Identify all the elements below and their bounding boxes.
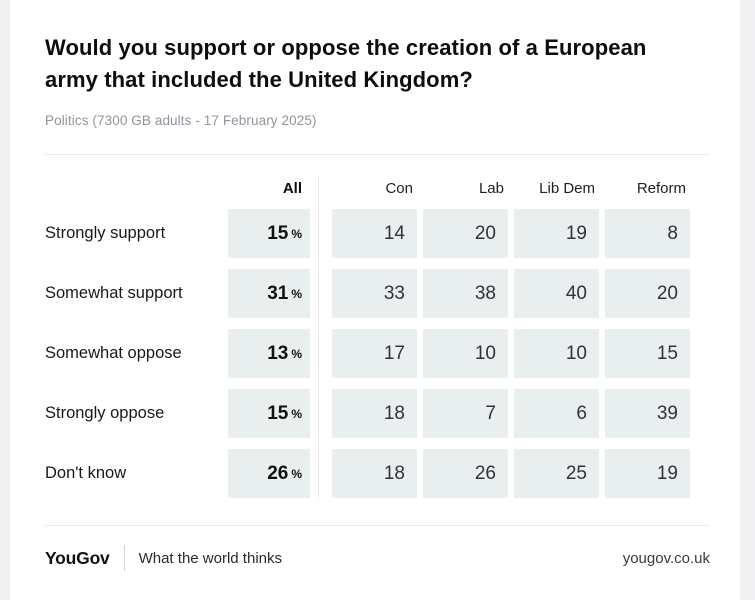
row-label: Strongly support [45,224,166,242]
row-label: Somewhat oppose [45,344,182,362]
value-cell-lab: 26 [423,449,508,498]
value-cell-reform: 19 [605,449,690,498]
poll-subtitle: Politics (7300 GB adults - 17 February 2… [45,113,317,128]
bottom-divider [45,525,710,526]
all-value-cell: 15% [228,389,310,438]
value-cell-libdem: 40 [514,269,599,318]
row-label: Don't know [45,464,127,482]
value-cell-lab: 38 [423,269,508,318]
table-row: Somewhat oppose 13% 17 10 10 15 [45,329,710,378]
table-row: Strongly oppose 15% 18 7 6 39 [45,389,710,438]
column-header-libdem: Lib Dem [539,180,595,197]
value-cell-con: 17 [332,329,417,378]
value-cell-libdem: 6 [514,389,599,438]
value-cell-reform: 15 [605,329,690,378]
percent-sign: % [291,286,302,301]
column-header-con: Con [385,180,413,197]
value-cell-con: 18 [332,389,417,438]
yougov-logo: YouGov [45,547,110,568]
page-title: Would you support or oppose the creation… [45,32,710,96]
footer-url: yougov.co.uk [622,549,710,567]
percent-sign: % [291,406,302,421]
poll-card: Would you support or oppose the creation… [10,0,740,600]
table-row: Strongly support 15% 14 20 19 8 [45,209,710,258]
all-value-cell: 26% [228,449,310,498]
value-cell-lab: 10 [423,329,508,378]
footer-divider-bar [123,545,125,571]
percent-sign: % [291,466,302,481]
all-value: 31 [267,282,289,304]
value-cell-lab: 20 [423,209,508,258]
row-label: Somewhat support [45,284,183,302]
all-column-separator [318,177,319,498]
value-cell-lab: 7 [423,389,508,438]
all-value: 13 [267,342,289,364]
row-label: Strongly oppose [45,404,165,422]
value-cell-reform: 39 [605,389,690,438]
value-cell-con: 14 [332,209,417,258]
value-cell-libdem: 19 [514,209,599,258]
all-value: 15 [267,402,289,424]
percent-sign: % [291,226,302,241]
footer: YouGov What the world thinks yougov.co.u… [45,544,710,572]
table-header-row: All Con Lab Lib Dem Reform [45,175,710,197]
all-value-cell: 15% [228,209,310,258]
value-cell-con: 18 [332,449,417,498]
all-value-cell: 31% [228,269,310,318]
all-value-cell: 13% [228,329,310,378]
value-cell-con: 33 [332,269,417,318]
top-divider [45,154,710,155]
table-row: Don't know 26% 18 26 25 19 [45,449,710,498]
table-row: Somewhat support 31% 33 38 40 20 [45,269,710,318]
footer-tagline: What the world thinks [138,549,282,567]
page-title-line2: army that included the United Kingdom? [45,67,473,92]
all-value: 15 [267,222,289,244]
value-cell-libdem: 25 [514,449,599,498]
value-cell-libdem: 10 [514,329,599,378]
column-header-all: All [282,180,302,197]
column-header-reform: Reform [636,180,686,197]
value-cell-reform: 8 [605,209,690,258]
all-value: 26 [267,462,289,484]
page-title-line1: Would you support or oppose the creation… [45,35,647,60]
column-header-lab: Lab [478,180,504,197]
percent-sign: % [291,346,302,361]
results-table: All Con Lab Lib Dem Reform Strongly supp… [45,175,710,509]
value-cell-reform: 20 [605,269,690,318]
